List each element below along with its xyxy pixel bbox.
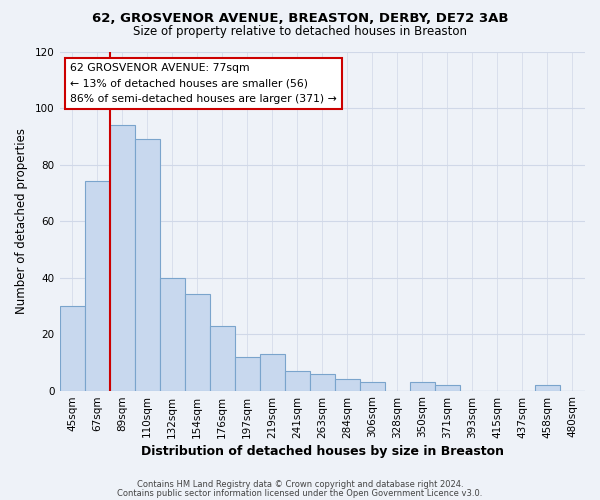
Text: 62, GROSVENOR AVENUE, BREASTON, DERBY, DE72 3AB: 62, GROSVENOR AVENUE, BREASTON, DERBY, D… xyxy=(92,12,508,26)
Bar xyxy=(335,380,360,390)
Bar xyxy=(410,382,435,390)
Bar xyxy=(535,385,560,390)
Bar xyxy=(435,385,460,390)
Bar xyxy=(260,354,285,391)
Bar xyxy=(110,125,134,390)
Bar xyxy=(185,294,209,390)
Bar xyxy=(134,139,160,390)
Bar xyxy=(360,382,385,390)
Bar xyxy=(310,374,335,390)
Y-axis label: Number of detached properties: Number of detached properties xyxy=(15,128,28,314)
Bar xyxy=(235,356,260,390)
Text: Contains HM Land Registry data © Crown copyright and database right 2024.: Contains HM Land Registry data © Crown c… xyxy=(137,480,463,489)
Bar xyxy=(209,326,235,390)
Bar xyxy=(85,182,110,390)
Bar xyxy=(160,278,185,390)
Bar xyxy=(59,306,85,390)
Bar xyxy=(285,371,310,390)
Text: 62 GROSVENOR AVENUE: 77sqm
← 13% of detached houses are smaller (56)
86% of semi: 62 GROSVENOR AVENUE: 77sqm ← 13% of deta… xyxy=(70,64,337,104)
Text: Contains public sector information licensed under the Open Government Licence v3: Contains public sector information licen… xyxy=(118,488,482,498)
Text: Size of property relative to detached houses in Breaston: Size of property relative to detached ho… xyxy=(133,25,467,38)
X-axis label: Distribution of detached houses by size in Breaston: Distribution of detached houses by size … xyxy=(141,444,504,458)
